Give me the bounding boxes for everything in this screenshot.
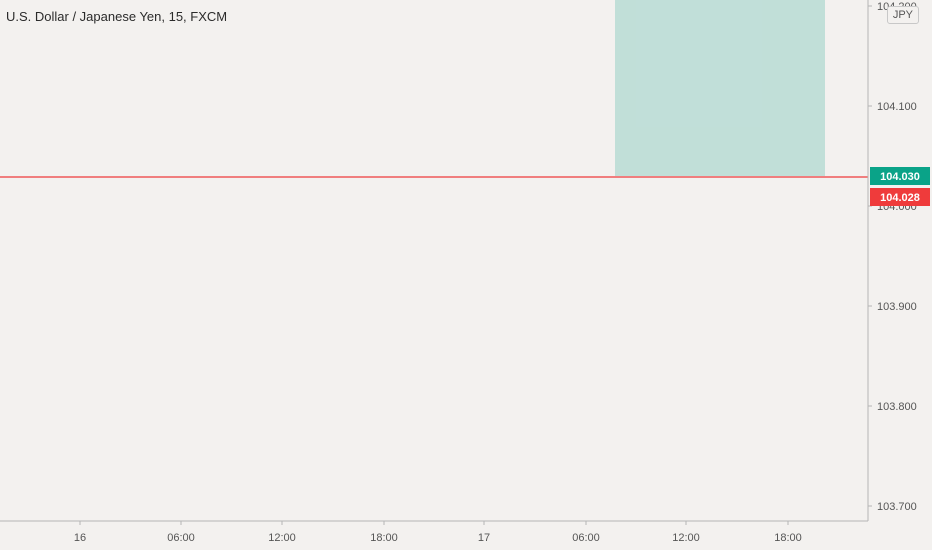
x-tick-label: 06:00 — [167, 532, 195, 544]
price-label-text: 104.030 — [880, 171, 920, 183]
x-tick-label: 12:00 — [268, 532, 296, 544]
x-tick-label: 18:00 — [774, 532, 802, 544]
x-tick-label: 18:00 — [370, 532, 398, 544]
price-label: 104.028 — [870, 188, 930, 206]
price-label: 104.030 — [870, 167, 930, 185]
x-tick-label: 16 — [74, 532, 86, 544]
price-label-bg — [870, 188, 930, 206]
price-label-text: 104.028 — [880, 192, 920, 204]
currency-badge[interactable]: JPY — [886, 6, 919, 24]
x-tick-label: 12:00 — [672, 532, 700, 544]
price-label-bg — [870, 167, 930, 185]
y-tick-label: 103.900 — [877, 301, 917, 313]
y-tick-label: 104.100 — [877, 101, 917, 113]
y-tick-label: 103.800 — [877, 401, 917, 413]
symbol-title: U.S. Dollar / Japanese Yen, 15, FXCM — [6, 9, 228, 24]
reward-zone — [615, 0, 825, 176]
y-tick-label: 103.700 — [877, 501, 917, 513]
x-tick-label: 06:00 — [572, 532, 600, 544]
x-tick-label: 17 — [478, 532, 490, 544]
